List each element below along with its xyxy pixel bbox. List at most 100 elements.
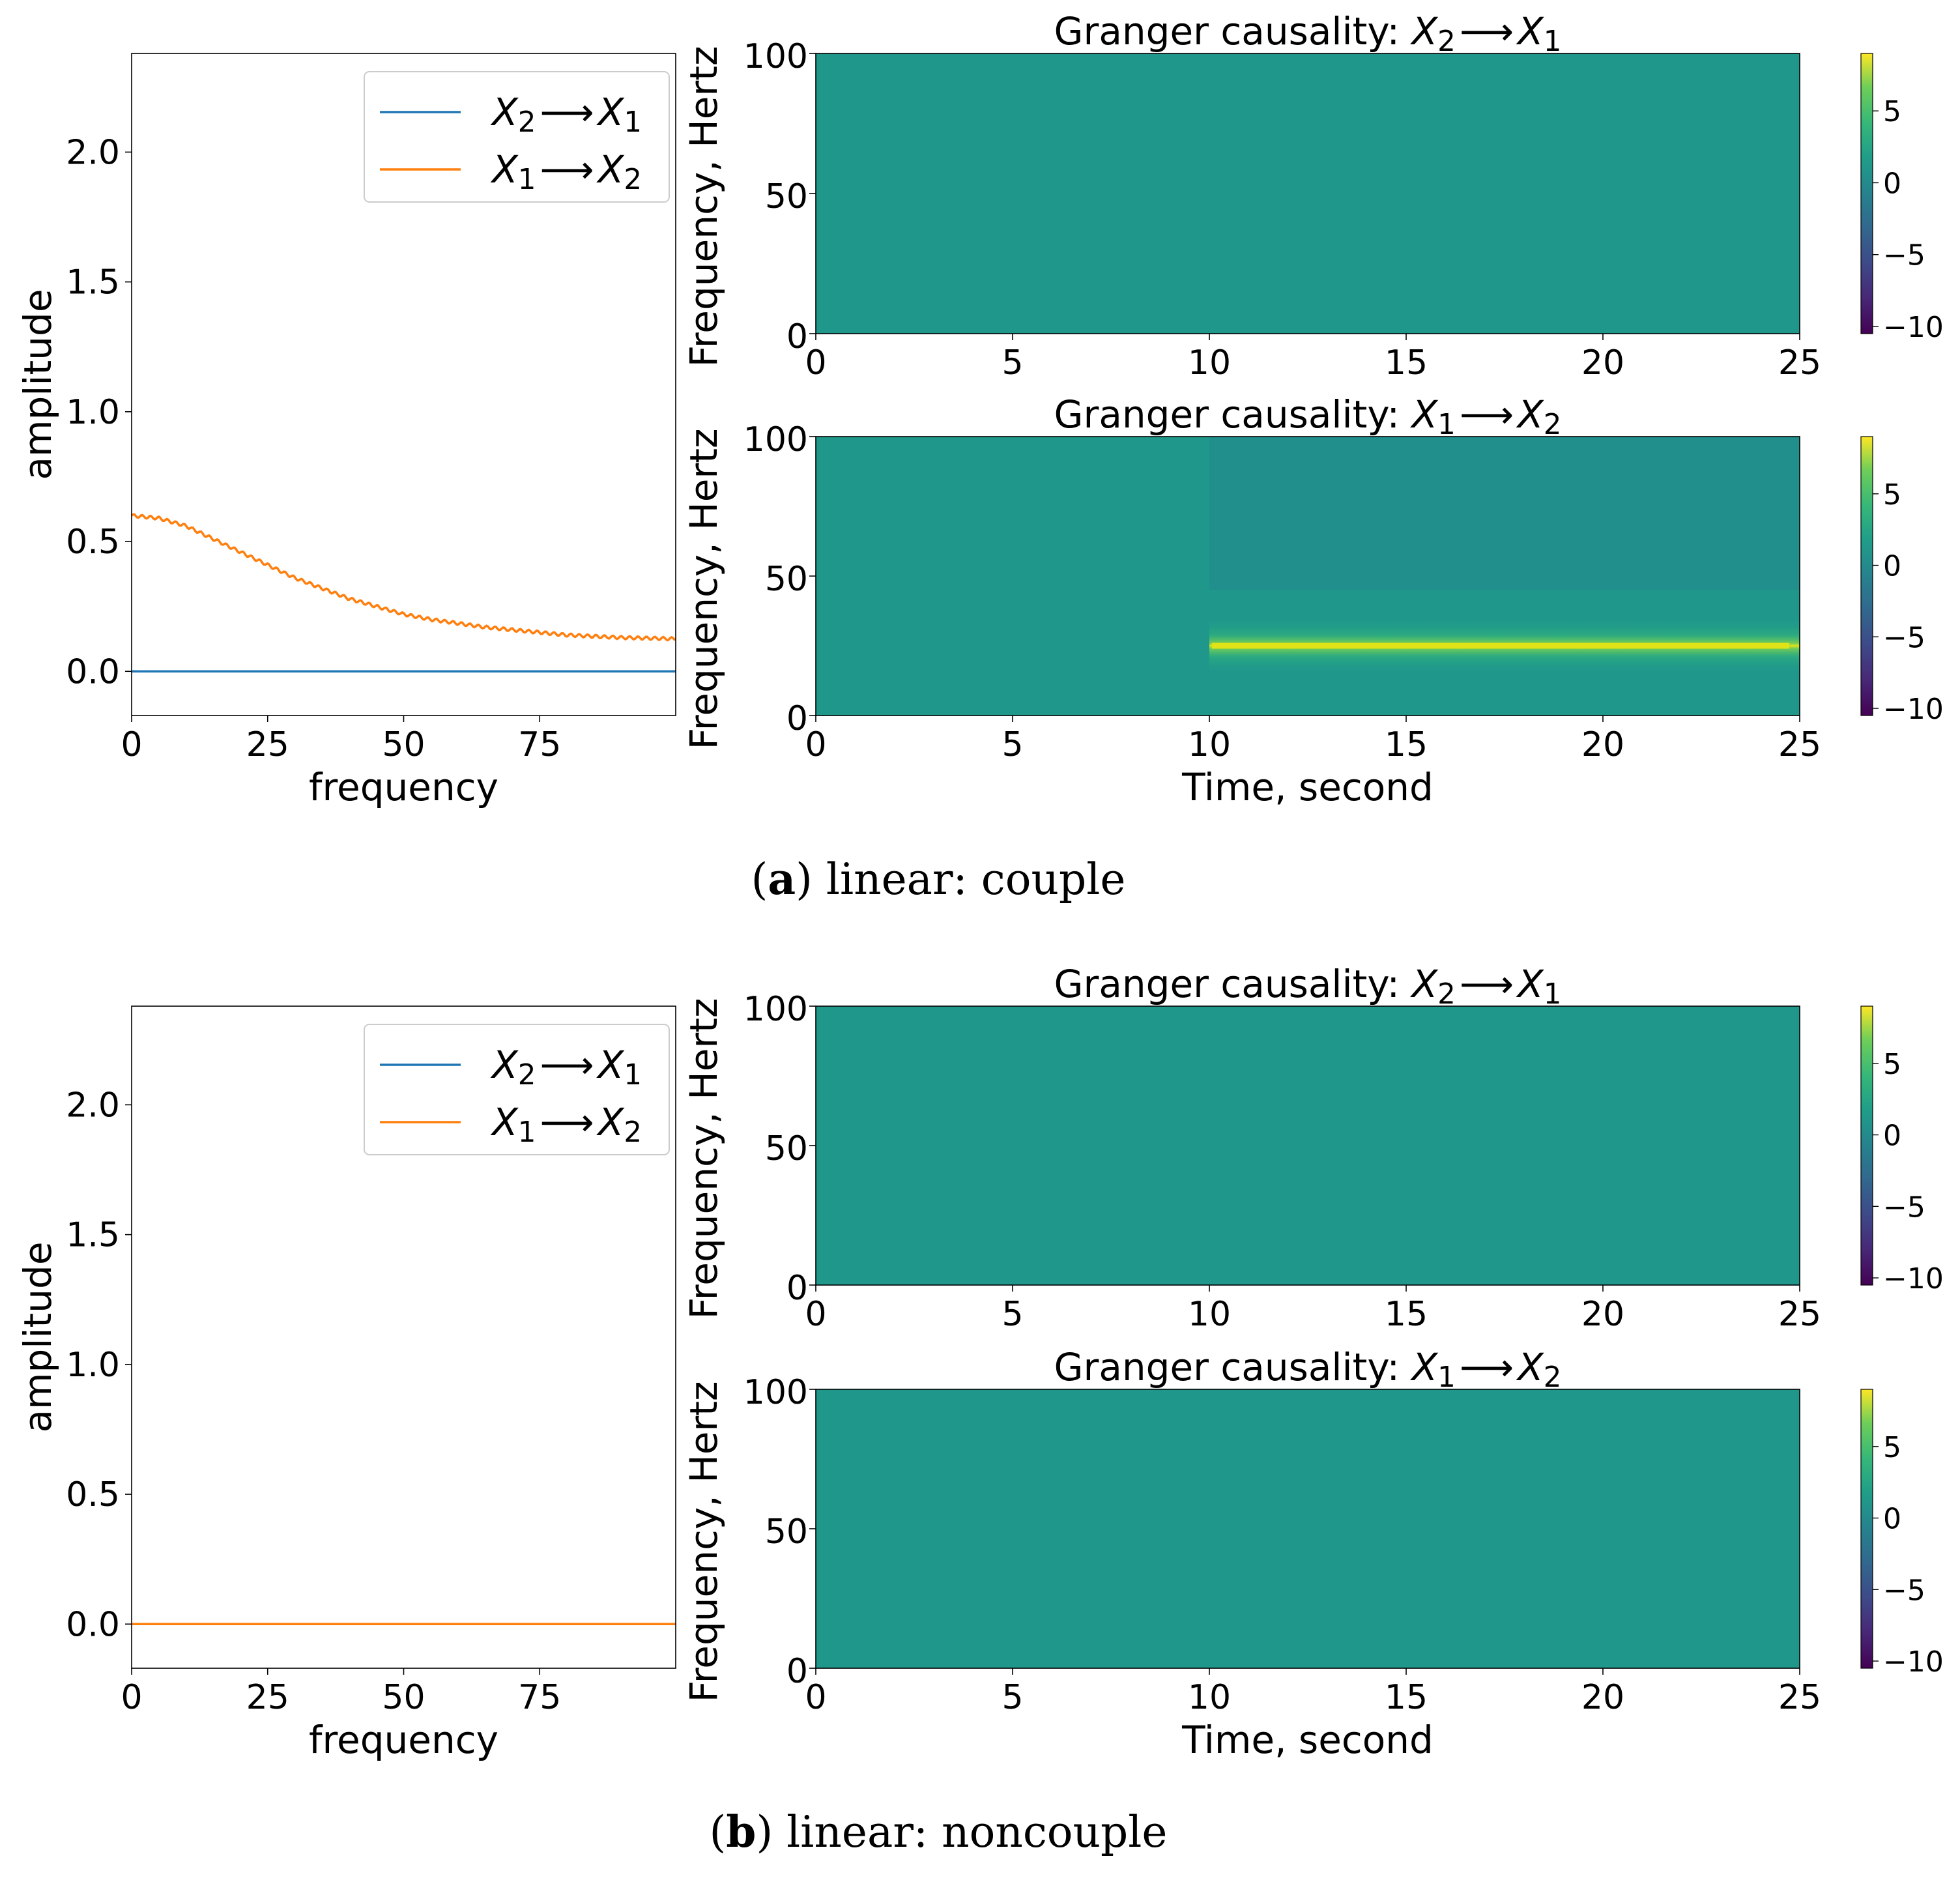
y-tick-label: 50 xyxy=(765,560,808,599)
x-tick-label: 15 xyxy=(1385,725,1428,764)
x-tick-label: 0 xyxy=(805,725,826,764)
y-tick-label: 100 xyxy=(743,420,808,459)
colorbar-gradient xyxy=(1860,53,1873,334)
legend: X2 ⟶ X1 X1 ⟶ X2 xyxy=(364,71,670,203)
heatmap-title: Granger causality: X1 ⟶ X2 xyxy=(1054,392,1562,441)
heatmap-title: Granger causality: X2 ⟶ X1 xyxy=(1054,9,1562,58)
x-tick-label: 25 xyxy=(1778,1295,1821,1334)
y-tick-label: 2.0 xyxy=(66,133,120,172)
x-tick-label: 20 xyxy=(1581,725,1624,764)
x-tick-label: 25 xyxy=(1778,343,1821,383)
heatmap-field xyxy=(816,1389,1800,1668)
y-tick-label: 50 xyxy=(765,1129,808,1168)
colorbar: 5 0 −5 −10 xyxy=(1860,53,1944,344)
x-tick-label: 15 xyxy=(1385,343,1428,383)
legend-entry-0: X2 ⟶ X1 xyxy=(490,1043,642,1092)
legend: X2 ⟶ X1 X1 ⟶ X2 xyxy=(364,1024,670,1155)
panels: 0 25 50 750.00.51.01.52.0frequencyamplitude… xyxy=(16,9,1944,1762)
y-tick-label: 50 xyxy=(765,177,808,216)
colorbar-tick-label: −10 xyxy=(1883,311,1944,344)
y-tick-label: 0 xyxy=(786,1652,808,1691)
x-tick-label: 15 xyxy=(1385,1678,1428,1717)
subscript: 2 xyxy=(518,1059,536,1092)
colorbar-tick-label: −5 xyxy=(1883,239,1925,272)
x-tick-label: 50 xyxy=(382,725,425,764)
panel-a-line: 0 25 50 75 0.0 0.5 1.0 1.5 2.0 frequency amplitude… xyxy=(16,53,676,809)
colorbar-tick-label: −10 xyxy=(1883,1262,1944,1295)
colorbar: 5 0 −5 −10 xyxy=(1860,436,1944,726)
y-axis-label: Frequency, Hertz xyxy=(682,46,726,368)
x-axis-label: Time, second xyxy=(1181,1718,1434,1762)
x-tick-label: 25 xyxy=(246,725,289,764)
y-tick-label: 1.5 xyxy=(66,263,120,302)
y-tick-label: 100 xyxy=(743,1373,808,1412)
colorbar-tick-label: −5 xyxy=(1883,1574,1925,1607)
subscript: 1 xyxy=(624,1059,642,1092)
y-axis-label: Frequency, Hertz xyxy=(682,1381,726,1703)
x-tick-label: 0 xyxy=(805,1295,826,1334)
colorbar-gradient xyxy=(1860,436,1873,716)
y-axis-label: Frequency, Hertz xyxy=(682,429,726,750)
subscript: 2 xyxy=(624,1116,642,1149)
legend-entry-1: X1 ⟶ X2 xyxy=(490,1100,642,1149)
x-tick-label: 75 xyxy=(518,725,561,764)
subscript: 2 xyxy=(1437,25,1456,58)
y-tick-label: 0 xyxy=(786,317,808,356)
x-tick-label: 10 xyxy=(1188,1678,1231,1717)
y-axis-label: amplitude xyxy=(16,289,60,480)
x-tick-label: 10 xyxy=(1188,343,1231,383)
subscript: 2 xyxy=(1544,1361,1562,1394)
subscript: 1 xyxy=(624,106,642,139)
colorbar-tick-label: −5 xyxy=(1883,1191,1925,1224)
subscript: 2 xyxy=(624,164,642,196)
x-tick-label: 5 xyxy=(1002,725,1023,764)
x-tick-label: 15 xyxy=(1385,1295,1428,1334)
y-tick-label: 1.0 xyxy=(66,393,120,432)
colorbar-tick-label: 0 xyxy=(1883,550,1901,583)
subscript: 2 xyxy=(1437,978,1456,1011)
colorbar-tick-label: −10 xyxy=(1883,1645,1944,1679)
colorbar-tick-label: 5 xyxy=(1883,478,1901,512)
y-tick-label: 0.0 xyxy=(66,1605,120,1644)
panel-b-line: 0 25 50 75 0.0 0.5 1.0 1.5 2.0 frequency amplitude… xyxy=(16,1005,676,1762)
colorbar: 5 0 −5 −10 xyxy=(1860,1005,1944,1295)
series-line-1 xyxy=(130,513,676,642)
caption-a: (a) linear: couple xyxy=(751,854,1126,904)
colorbar-tick-label: 0 xyxy=(1883,167,1901,200)
x-axis-label: frequency xyxy=(309,765,498,809)
x-tick-label: 0 xyxy=(805,1678,826,1717)
y-tick-label: 1.0 xyxy=(66,1346,120,1385)
colorbar-gradient xyxy=(1860,1005,1873,1286)
colorbar-tick-label: 5 xyxy=(1883,95,1901,128)
y-tick-label: 0.5 xyxy=(66,1475,120,1514)
y-tick-label: 2.0 xyxy=(66,1086,120,1125)
x-tick-label: 0 xyxy=(805,343,826,383)
legend-entry-1: X1 ⟶ X2 xyxy=(490,147,642,196)
x-tick-label: 0 xyxy=(121,725,142,764)
heatmap-field xyxy=(816,1006,1800,1285)
subscript: 1 xyxy=(518,1116,536,1149)
y-tick-label: 0 xyxy=(786,699,808,738)
legend-entry-0: X2 ⟶ X1 xyxy=(490,90,642,139)
y-tick-label: 100 xyxy=(743,990,808,1029)
y-tick-label: 0.0 xyxy=(66,652,120,691)
y-tick-label: 50 xyxy=(765,1512,808,1552)
x-tick-label: 0 xyxy=(121,1678,142,1717)
y-tick-label: 0.5 xyxy=(66,523,120,562)
y-tick-label: 1.5 xyxy=(66,1216,120,1255)
colorbar-gradient xyxy=(1860,1389,1873,1669)
colorbar-tick-label: 5 xyxy=(1883,1048,1901,1081)
x-axis-label: Time, second xyxy=(1181,765,1434,809)
subscript: 1 xyxy=(518,164,536,196)
x-tick-label: 50 xyxy=(382,1678,425,1717)
x-tick-label: 25 xyxy=(1778,1678,1821,1717)
subscript: 2 xyxy=(518,106,536,139)
x-tick-label: 25 xyxy=(1778,725,1821,764)
x-tick-label: 5 xyxy=(1002,343,1023,383)
colorbar-tick-label: 5 xyxy=(1883,1431,1901,1464)
x-tick-label: 20 xyxy=(1581,1295,1624,1334)
